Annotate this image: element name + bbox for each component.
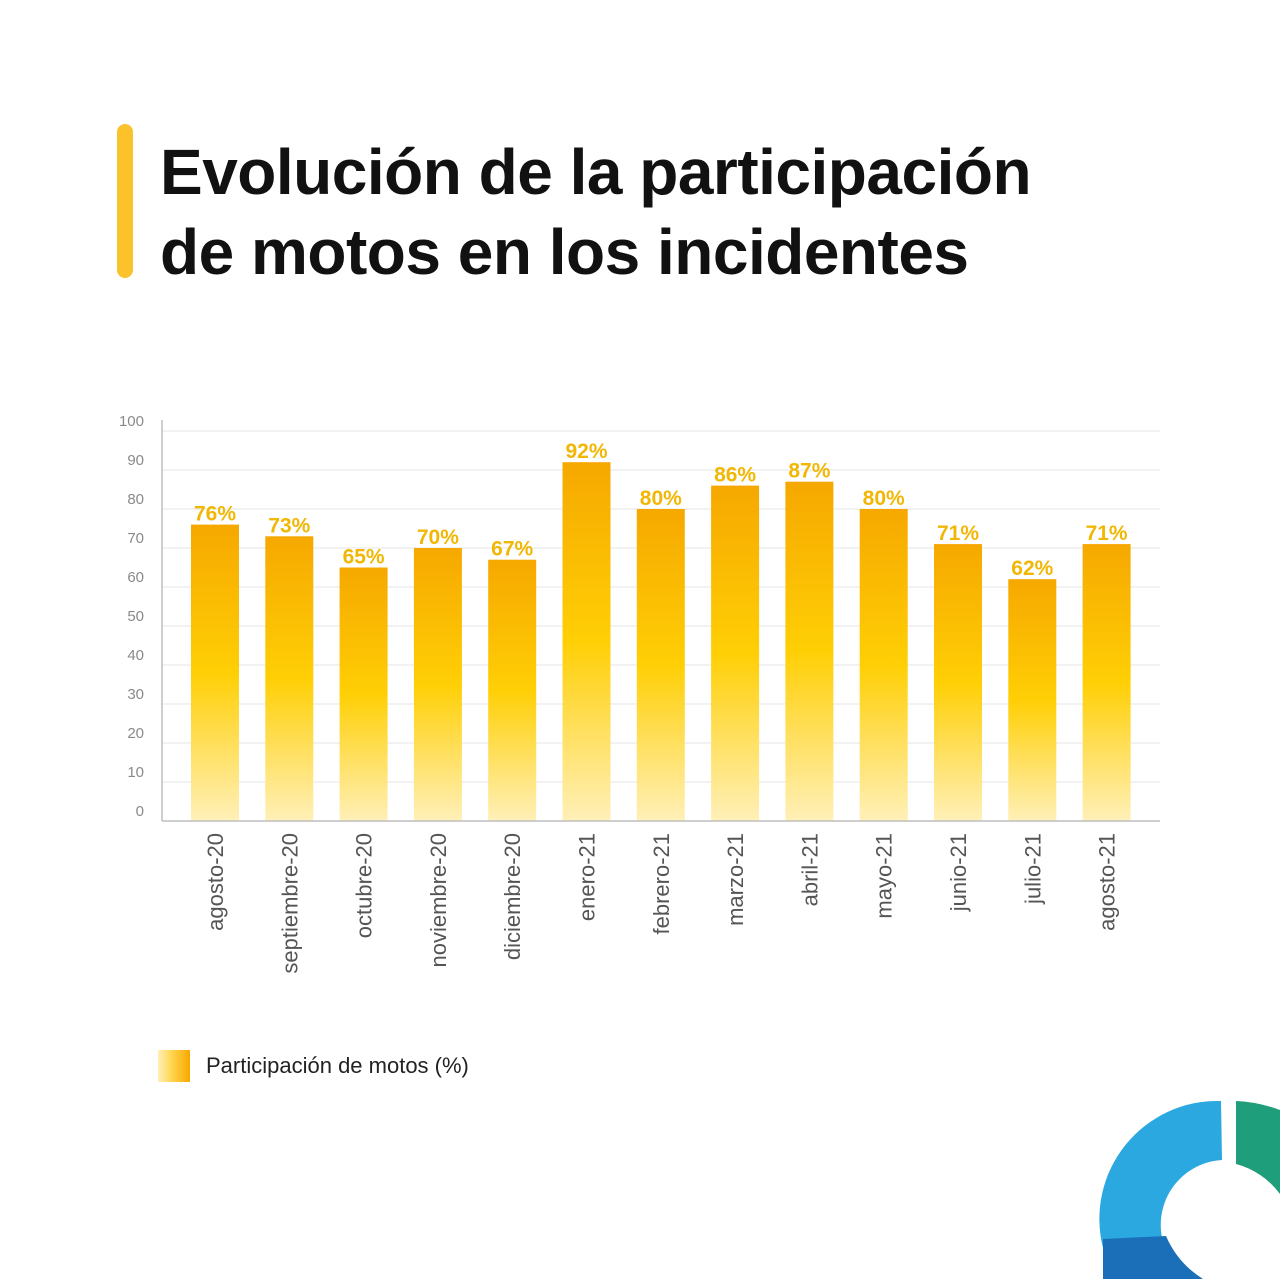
bar-marzo-21 [711, 485, 760, 821]
x-tick-label-abril-21: abril-21 [797, 833, 822, 906]
bar-mayo-21 [859, 509, 908, 821]
bar-agosto-20 [191, 524, 239, 821]
y-tick-label: 10 [127, 764, 144, 781]
chart-title: Evolución de la participación de motos e… [160, 132, 1032, 292]
data-label-agosto-21: 71% [1086, 522, 1128, 545]
y-tick-label: 30 [127, 686, 144, 703]
x-tick-label-agosto-21: agosto-21 [1095, 833, 1120, 931]
y-tick-label: 20 [127, 725, 144, 742]
bar-diciembre-20 [488, 559, 537, 821]
data-label-junio-21: 71% [937, 522, 979, 545]
x-axis-ticks: agosto-20 septiembre-20 octubre-20 noviembr… [203, 833, 1120, 974]
x-tick-label-diciembre-20: diciembre-20 [500, 833, 525, 960]
bars [191, 462, 1131, 821]
data-label-enero-21: 92% [565, 440, 607, 463]
logo-arc-dark-blue [1103, 1236, 1203, 1279]
y-tick-label: 90 [127, 452, 144, 469]
x-tick-label-noviembre-20: noviembre-20 [426, 833, 451, 968]
data-label-agosto-20: 76% [194, 503, 236, 526]
bar-septiembre-20 [265, 536, 314, 821]
x-tick-label-febrero-21: febrero-21 [649, 833, 674, 935]
legend-swatch [158, 1050, 190, 1082]
logo-arc-blue [1099, 1100, 1222, 1248]
y-axis-ticks: 0 10 20 30 40 50 60 70 80 90 100 [119, 413, 144, 820]
x-tick-label-septiembre-20: septiembre-20 [277, 833, 302, 974]
bar-enero-21 [562, 462, 611, 821]
title-accent-bar [117, 124, 133, 278]
bar-chart: 0 10 20 30 40 50 60 70 80 90 100 76% 73% 65% 70% 67% 92… [119, 413, 1160, 974]
data-label-septiembre-20: 73% [268, 514, 310, 537]
legend-label: Participación de motos (%) [206, 1053, 469, 1078]
data-labels: 76% 73% 65% 70% 67% 92% 80% 86% 87% 80% 71% 62% 71% [194, 440, 1128, 580]
data-label-julio-21: 62% [1011, 557, 1053, 580]
logo-arc-green [1236, 1101, 1280, 1194]
x-tick-label-julio-21: julio-21 [1020, 833, 1045, 905]
data-label-abril-21: 87% [788, 460, 830, 483]
data-label-mayo-21: 80% [863, 487, 905, 510]
y-tick-label: 100 [119, 413, 144, 430]
data-label-marzo-21: 86% [714, 464, 756, 487]
data-label-diciembre-20: 67% [491, 538, 533, 561]
data-label-noviembre-20: 70% [417, 526, 459, 549]
bar-julio-21 [1008, 579, 1057, 821]
data-label-octubre-20: 65% [343, 546, 385, 569]
bar-abril-21 [785, 481, 834, 821]
x-tick-label-agosto-20: agosto-20 [203, 833, 228, 931]
bar-febrero-21 [636, 509, 685, 821]
y-tick-label: 50 [127, 608, 144, 625]
legend: Participación de motos (%) [158, 1050, 469, 1082]
y-tick-label: 70 [127, 530, 144, 547]
bar-agosto-21 [1082, 544, 1131, 821]
data-label-febrero-21: 80% [640, 487, 682, 510]
x-tick-label-octubre-20: octubre-20 [352, 833, 377, 938]
chart-title-line-2: de motos en los incidentes [160, 216, 969, 288]
bar-junio-21 [934, 544, 982, 821]
y-tick-label: 60 [127, 569, 144, 586]
x-tick-label-junio-21: junio-21 [946, 833, 971, 912]
chart-title-line-1: Evolución de la participación [160, 136, 1032, 208]
y-tick-label: 40 [127, 647, 144, 664]
bar-octubre-20 [339, 567, 388, 821]
y-tick-label: 80 [127, 491, 144, 508]
y-tick-label: 0 [136, 803, 144, 820]
x-tick-label-mayo-21: mayo-21 [872, 833, 897, 919]
x-tick-label-enero-21: enero-21 [575, 833, 600, 921]
x-tick-label-marzo-21: marzo-21 [723, 833, 748, 926]
bar-noviembre-20 [413, 548, 462, 821]
